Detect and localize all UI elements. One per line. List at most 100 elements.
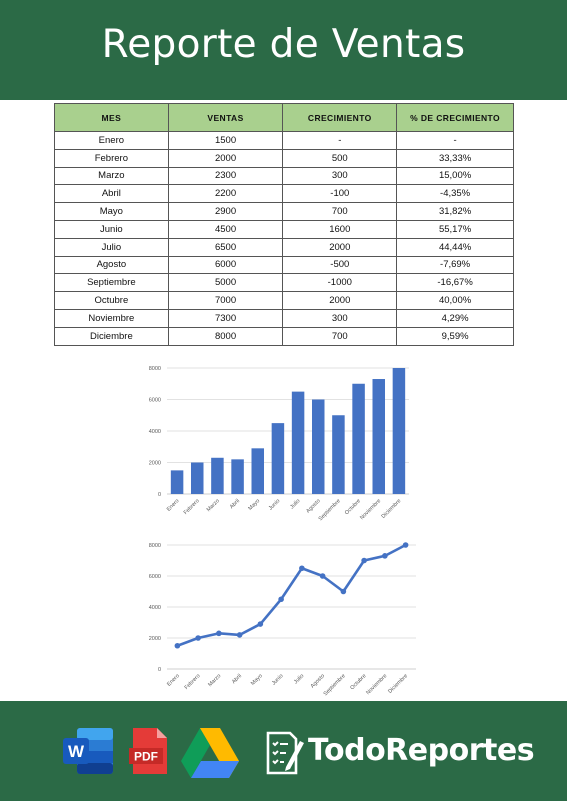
sales-cell: 8000 bbox=[167, 326, 284, 346]
bar bbox=[392, 368, 406, 494]
page-title: Reporte de Ventas bbox=[101, 22, 466, 67]
y-tick-label: 8000 bbox=[149, 366, 161, 372]
x-tick-label: Enero bbox=[166, 498, 181, 513]
month-cell: Febrero bbox=[54, 148, 169, 168]
sales-table: MES VENTAS CRECIMIENTO % DE CRECIMIENTO … bbox=[54, 103, 514, 346]
table-row: Agosto 6000 -500 -7,69% bbox=[54, 255, 514, 275]
growth-percent-cell: -7,69% bbox=[396, 255, 514, 275]
table-row: Septiembre 5000 -1000 -16,67% bbox=[54, 273, 514, 293]
growth-percent-cell: -4,35% bbox=[396, 184, 514, 204]
x-tick-label: Enero bbox=[166, 673, 181, 688]
y-tick-label: 4000 bbox=[149, 605, 161, 611]
bar bbox=[332, 415, 345, 494]
month-cell: Abril bbox=[54, 184, 169, 204]
growth-percent-cell: 9,59% bbox=[396, 326, 514, 346]
table-body: Enero 1500- - Febrero 2000 500 33,33% Marzo 2300… bbox=[54, 131, 514, 346]
table-row: Febrero 2000 500 33,33% bbox=[54, 148, 514, 168]
todoreportes-logo-icon bbox=[266, 731, 304, 775]
growth-percent-cell: 15,00% bbox=[396, 166, 514, 186]
sales-cell: 5000 bbox=[167, 273, 284, 293]
table-row: Mayo 2900 700 31,82% bbox=[54, 202, 514, 221]
table-row: Octubre 7000 2000 40,00% bbox=[54, 291, 514, 310]
data-point bbox=[236, 632, 243, 638]
month-cell: Octubre bbox=[54, 291, 169, 310]
table-row: Junio 4500 1600 55,17% bbox=[54, 219, 514, 239]
sales-bar-chart: 0 2000 4000 6000 8000 Enero Febrero Marzo Abril M… bbox=[149, 366, 409, 522]
table-row: Julio 6500 2000 44,44% bbox=[54, 237, 514, 257]
bar bbox=[271, 423, 285, 494]
x-tick-label: Abril bbox=[231, 673, 243, 685]
word-letter: W bbox=[68, 742, 85, 761]
data-point bbox=[216, 630, 222, 637]
month-cell: Mayo bbox=[54, 202, 169, 221]
data-point bbox=[319, 573, 326, 579]
growth-percent-cell: 4,29% bbox=[396, 308, 514, 328]
sales-cell: 2900 bbox=[167, 202, 284, 221]
month-cell: Noviembre bbox=[54, 308, 169, 328]
column-header-ventas: VENTAS bbox=[167, 103, 284, 132]
data-point bbox=[195, 635, 201, 641]
x-tick-label: Abril bbox=[229, 498, 241, 510]
x-tick-label: Agosto bbox=[310, 673, 326, 689]
x-tick-label: Marzo bbox=[207, 673, 222, 688]
growth-cell: 300 bbox=[282, 166, 398, 186]
x-tick-label: Julio bbox=[293, 673, 305, 685]
month-cell: Enero bbox=[54, 131, 169, 150]
bar bbox=[190, 462, 204, 494]
table-row: Abril 2200 -100 -4,35% bbox=[54, 184, 514, 204]
growth-percent-cell: 44,44% bbox=[396, 237, 514, 257]
y-tick-label: 0 bbox=[158, 492, 161, 498]
bar bbox=[311, 399, 325, 494]
y-tick-label: 0 bbox=[158, 667, 161, 673]
month-cell: Septiembre bbox=[54, 273, 169, 293]
data-point bbox=[174, 642, 181, 649]
data-point bbox=[361, 557, 367, 564]
month-cell: Diciembre bbox=[54, 326, 169, 346]
y-tick-label: 2000 bbox=[149, 636, 161, 642]
growth-percent-cell: 55,17% bbox=[396, 219, 514, 239]
column-header-crecimiento: CRECIMIENTO bbox=[282, 103, 398, 132]
data-point bbox=[299, 565, 305, 572]
x-tick-label: Febrero bbox=[183, 498, 201, 516]
bar bbox=[372, 379, 386, 494]
bar bbox=[211, 457, 224, 494]
sales-cell: 6500 bbox=[167, 237, 284, 257]
word-icon: W bbox=[63, 728, 113, 774]
sales-cell: 6000 bbox=[167, 255, 284, 275]
y-tick-label: 6000 bbox=[149, 574, 161, 580]
y-tick-label: 8000 bbox=[149, 543, 161, 549]
google-drive-icon bbox=[181, 728, 239, 778]
month-cell: Junio bbox=[54, 219, 169, 239]
growth-cell: -1000 bbox=[282, 273, 398, 293]
x-tick-label: Julio bbox=[289, 498, 301, 510]
table-row: Noviembre 7300 300 4,29% bbox=[54, 308, 514, 328]
growth-cell: 300 bbox=[282, 308, 398, 328]
x-tick-label: Noviembre bbox=[365, 673, 388, 696]
x-tick-label: Diciembre bbox=[387, 673, 409, 695]
brand-name: TodoReportes bbox=[308, 733, 535, 768]
sales-cell: 2000 bbox=[167, 148, 284, 168]
growth-percent-cell: 40,00% bbox=[396, 291, 514, 310]
growth-cell: 500 bbox=[282, 148, 398, 168]
sales-cell: 7000 bbox=[167, 291, 284, 310]
data-point bbox=[340, 588, 347, 595]
month-cell: Agosto bbox=[54, 255, 169, 275]
x-tick-label: Junio bbox=[268, 498, 282, 512]
column-header-mes: MES bbox=[54, 103, 169, 132]
pdf-label: PDF bbox=[134, 750, 158, 764]
growth-cell: 2000 bbox=[282, 237, 398, 257]
table-row: Marzo 2300 300 15,00% bbox=[54, 166, 514, 186]
x-tick-label: Diciembre bbox=[381, 498, 403, 520]
table-header-row: MES VENTAS CRECIMIENTO % DE CRECIMIENTO bbox=[54, 103, 514, 132]
x-tick-label: Agosto bbox=[305, 498, 321, 514]
x-tick-label: Septiembre bbox=[318, 498, 342, 522]
y-tick-label: 2000 bbox=[149, 461, 161, 467]
growth-cell: 700 bbox=[282, 326, 398, 346]
sales-cell: 1500 bbox=[167, 131, 284, 150]
x-tick-label: Junio bbox=[271, 673, 285, 687]
month-cell: Marzo bbox=[54, 166, 169, 186]
growth-percent-cell: 33,33% bbox=[396, 148, 514, 168]
sales-cell: 7300 bbox=[167, 308, 284, 328]
x-tick-label: Mayo bbox=[250, 673, 264, 687]
x-tick-label: Septiembre bbox=[323, 673, 347, 697]
